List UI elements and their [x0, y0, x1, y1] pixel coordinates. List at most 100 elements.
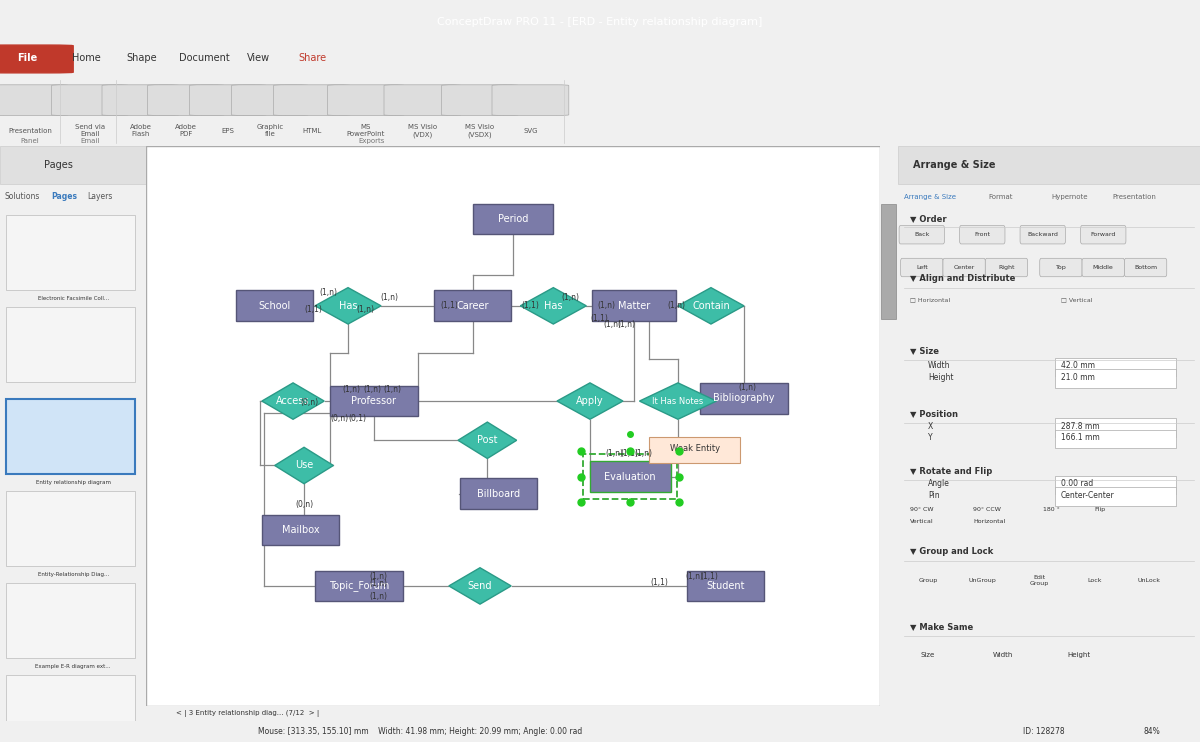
Text: 90° CW: 90° CW: [910, 507, 934, 512]
Text: Professor: Professor: [352, 396, 396, 406]
Text: 287.8 mm: 287.8 mm: [1061, 421, 1099, 430]
Text: Panel: Panel: [20, 138, 40, 144]
Text: Left: Left: [916, 265, 928, 270]
Text: Center-Center: Center-Center: [1061, 490, 1115, 499]
FancyBboxPatch shape: [6, 399, 134, 474]
Text: Edit
Group: Edit Group: [1030, 575, 1049, 585]
Text: Send: Send: [468, 581, 492, 591]
Text: X: X: [928, 421, 934, 430]
FancyBboxPatch shape: [985, 258, 1027, 277]
Text: Front: Front: [974, 232, 990, 237]
Text: Mouse: [313.35, 155.10] mm    Width: 41.98 mm; Height: 20.99 mm; Angle: 0.00 rad: Mouse: [313.35, 155.10] mm Width: 41.98 …: [258, 727, 582, 736]
Text: Bottom: Bottom: [1134, 265, 1157, 270]
Text: MS Visio
(VDX): MS Visio (VDX): [408, 124, 437, 137]
Text: ▼ Size: ▼ Size: [910, 346, 938, 355]
FancyBboxPatch shape: [146, 146, 880, 706]
FancyBboxPatch shape: [960, 226, 1004, 244]
Text: Height: Height: [928, 372, 953, 382]
Text: Presentation: Presentation: [8, 128, 52, 134]
FancyBboxPatch shape: [460, 478, 536, 509]
Text: File: File: [18, 53, 37, 63]
FancyBboxPatch shape: [232, 85, 308, 116]
Text: Use: Use: [295, 461, 313, 470]
FancyBboxPatch shape: [6, 215, 134, 290]
Text: Entity-Relationship Diag...: Entity-Relationship Diag...: [37, 571, 109, 577]
Text: (1,1): (1,1): [440, 301, 458, 310]
FancyBboxPatch shape: [0, 85, 68, 116]
Text: (1,1): (1,1): [701, 572, 719, 581]
Polygon shape: [521, 288, 587, 324]
Text: (1,n): (1,n): [739, 383, 757, 392]
Text: ▼ Make Same: ▼ Make Same: [910, 622, 973, 631]
Text: MS
PowerPoint: MS PowerPoint: [347, 125, 385, 137]
FancyBboxPatch shape: [590, 462, 671, 492]
Polygon shape: [316, 288, 382, 324]
Polygon shape: [262, 383, 324, 419]
Text: Back: Back: [914, 232, 930, 237]
Text: (1,n): (1,n): [364, 385, 382, 394]
Text: Top: Top: [1056, 265, 1067, 270]
FancyBboxPatch shape: [1080, 226, 1126, 244]
FancyBboxPatch shape: [700, 383, 788, 414]
FancyBboxPatch shape: [384, 85, 461, 116]
Text: Pages: Pages: [52, 192, 78, 201]
FancyBboxPatch shape: [649, 438, 740, 463]
FancyBboxPatch shape: [6, 491, 134, 566]
Text: Size: Size: [920, 652, 935, 658]
Text: Electronic Facsimile Coll...: Electronic Facsimile Coll...: [37, 295, 109, 301]
Text: Arrange & Size: Arrange & Size: [913, 160, 995, 170]
FancyBboxPatch shape: [0, 146, 146, 183]
Text: Access: Access: [276, 396, 310, 406]
Text: 0.00 rad: 0.00 rad: [1061, 479, 1093, 488]
Text: (1,n): (1,n): [605, 449, 623, 458]
FancyBboxPatch shape: [6, 583, 134, 658]
FancyBboxPatch shape: [688, 571, 764, 601]
Text: MS Visio
(VSDX): MS Visio (VSDX): [466, 124, 494, 137]
Text: (1,1): (1,1): [620, 449, 637, 458]
Text: Solutions: Solutions: [5, 192, 40, 201]
Text: (1,n): (1,n): [618, 320, 636, 329]
FancyBboxPatch shape: [1055, 476, 1176, 494]
FancyBboxPatch shape: [236, 290, 313, 321]
Text: Entity relationship diagram: Entity relationship diagram: [36, 480, 110, 485]
FancyBboxPatch shape: [1055, 418, 1176, 436]
Text: (1,n): (1,n): [384, 385, 402, 394]
Text: Angle: Angle: [928, 479, 949, 488]
FancyBboxPatch shape: [1055, 487, 1176, 505]
Text: (1,1): (1,1): [590, 314, 608, 323]
Text: EPS: EPS: [222, 128, 234, 134]
Text: (1,n): (1,n): [370, 591, 388, 600]
Text: 21.0 mm: 21.0 mm: [1061, 372, 1094, 382]
FancyBboxPatch shape: [6, 675, 134, 742]
Text: (1,n): (1,n): [667, 301, 685, 310]
Text: < | 3 Entity relationship diag... (7/12  > |: < | 3 Entity relationship diag... (7/12 …: [175, 710, 319, 718]
Text: Y: Y: [928, 433, 932, 442]
Text: UnGroup: UnGroup: [968, 578, 996, 582]
FancyBboxPatch shape: [328, 85, 404, 116]
Text: Flip: Flip: [1094, 507, 1105, 512]
Text: View: View: [246, 53, 270, 63]
Text: (1,n): (1,n): [598, 301, 616, 310]
Text: Shape: Shape: [126, 53, 157, 63]
Text: Adobe
PDF: Adobe PDF: [175, 125, 197, 137]
Text: Graphic
file: Graphic file: [257, 125, 283, 137]
Text: (1,n): (1,n): [562, 293, 580, 302]
Text: Forward: Forward: [1091, 232, 1116, 237]
Text: Format: Format: [989, 194, 1013, 200]
Text: (1,n): (1,n): [604, 320, 622, 329]
Text: Pin: Pin: [928, 490, 940, 499]
Text: Weak Entity: Weak Entity: [670, 444, 720, 453]
Text: Hypernote: Hypernote: [1052, 194, 1088, 200]
FancyBboxPatch shape: [881, 204, 895, 318]
Text: 84%: 84%: [1144, 727, 1160, 736]
Text: Has: Has: [544, 301, 563, 311]
Text: Vertical: Vertical: [910, 519, 934, 524]
FancyBboxPatch shape: [442, 85, 518, 116]
Text: (1,n): (1,n): [635, 449, 653, 458]
Text: ▼ Align and Distribute: ▼ Align and Distribute: [910, 274, 1015, 283]
Text: Example E-R diagram ext...: Example E-R diagram ext...: [36, 663, 110, 669]
Text: UnLock: UnLock: [1138, 578, 1160, 582]
Polygon shape: [275, 447, 334, 484]
Text: ▼ Position: ▼ Position: [910, 409, 958, 418]
FancyBboxPatch shape: [6, 307, 134, 382]
